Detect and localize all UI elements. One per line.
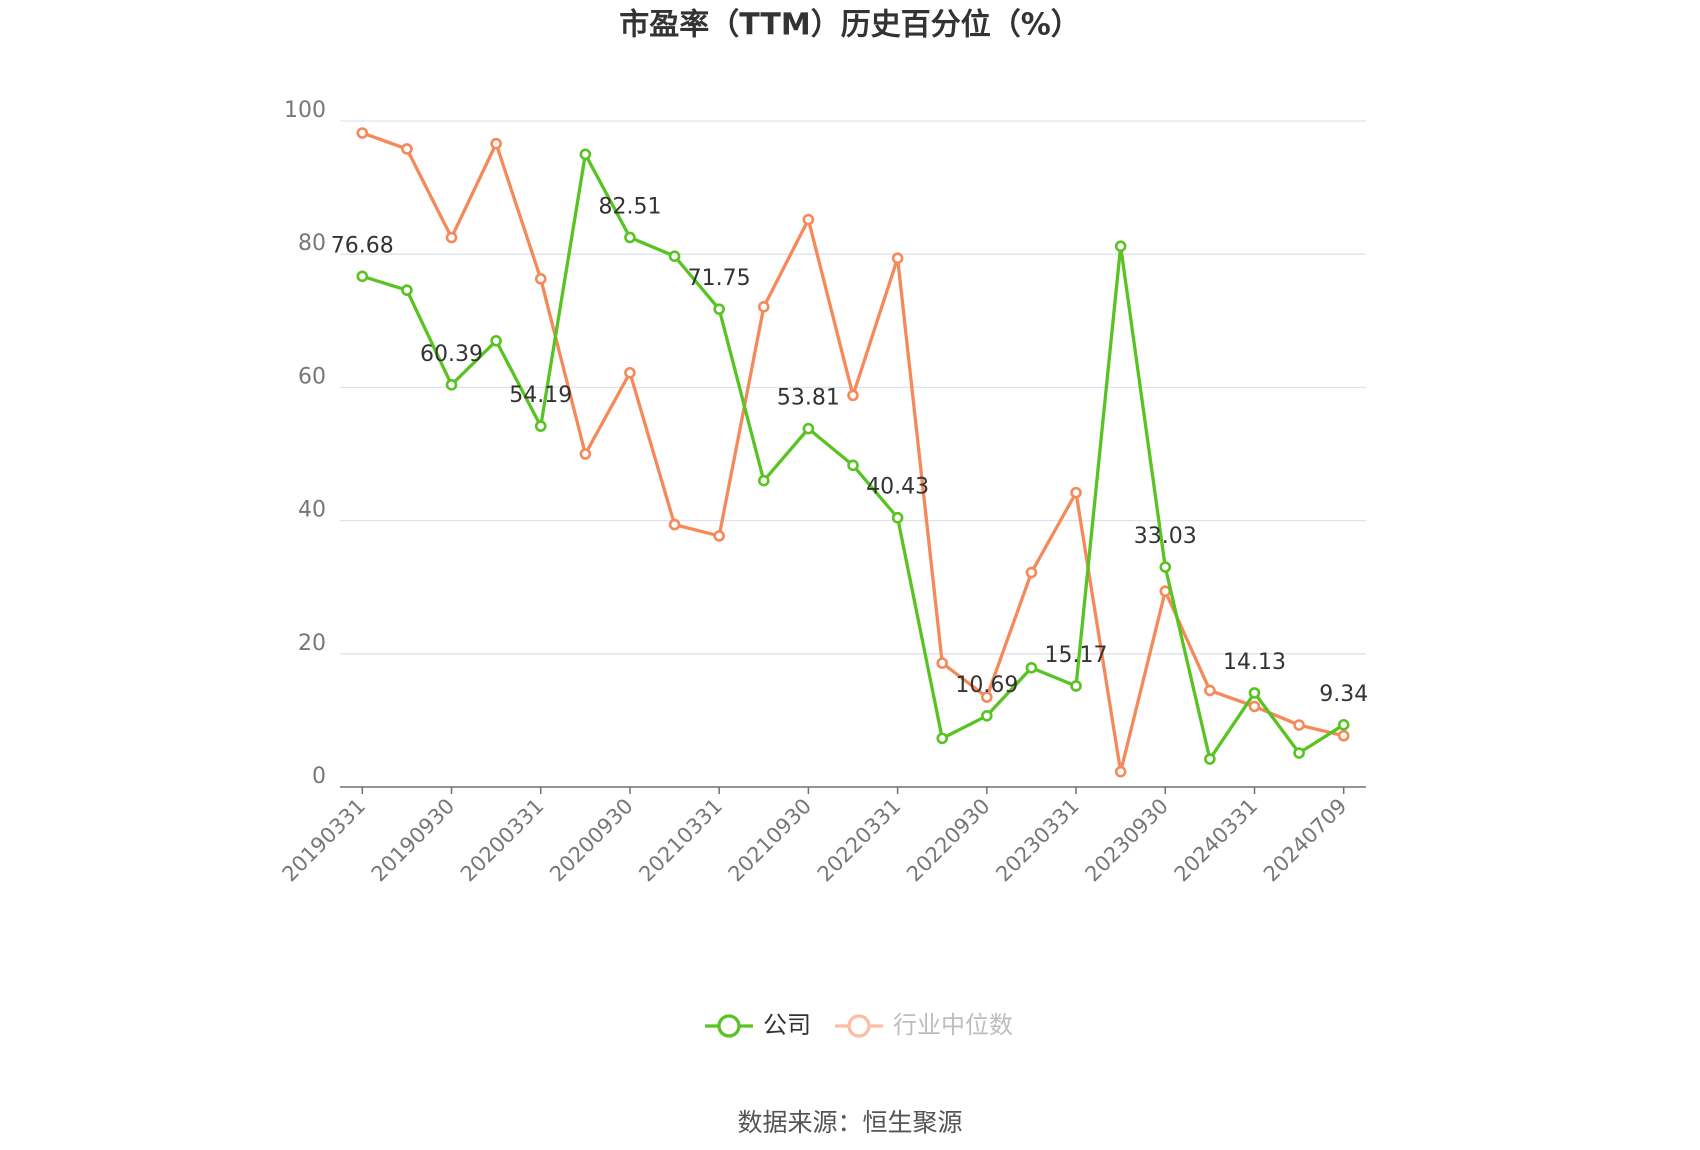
data-label: 82.51 xyxy=(598,194,661,219)
data-point xyxy=(802,422,815,435)
data-point xyxy=(981,710,993,722)
legend-label: 公司 xyxy=(763,1011,811,1039)
x-tick-label: 20220930 xyxy=(902,794,995,887)
legend-item[interactable]: 公司 xyxy=(705,1011,811,1039)
data-point xyxy=(1293,719,1305,731)
data-point xyxy=(1159,561,1172,573)
data-point xyxy=(1159,585,1172,597)
legend: 公司 行业中位数 xyxy=(705,1011,1013,1039)
data-label: 14.13 xyxy=(1223,650,1286,675)
data-point xyxy=(891,511,904,524)
data-point xyxy=(490,334,502,347)
data-label: 40.43 xyxy=(866,475,929,500)
data-point xyxy=(1070,486,1082,499)
chart-title: 市盈率（TTM）历史百分位（%） xyxy=(619,8,1081,43)
data-point xyxy=(1293,747,1305,759)
x-tick-label: 20230930 xyxy=(1080,794,1173,887)
data-point xyxy=(757,301,770,313)
data-label: 71.75 xyxy=(688,266,751,291)
data-point xyxy=(1025,661,1038,674)
data-point xyxy=(624,231,636,244)
legend-marker xyxy=(847,1014,871,1038)
data-point xyxy=(579,148,592,161)
x-tick-label: 20230331 xyxy=(991,794,1084,887)
data-point xyxy=(534,420,547,432)
data-point xyxy=(668,518,681,531)
data-point xyxy=(847,459,859,472)
x-tick-label: 20190331 xyxy=(278,794,371,887)
x-tick-label: 20220331 xyxy=(813,794,906,887)
source-note: 数据来源：恒生聚源 xyxy=(737,1108,962,1137)
data-point xyxy=(713,530,725,542)
y-tick-label: 20 xyxy=(298,631,326,656)
data-point xyxy=(936,657,949,669)
data-point xyxy=(1114,765,1127,778)
data-point xyxy=(579,448,592,460)
data-point xyxy=(1204,684,1216,697)
y-tick-label: 0 xyxy=(312,764,326,789)
data-point xyxy=(1070,680,1082,692)
data-point xyxy=(1204,753,1216,765)
data-point xyxy=(356,270,369,283)
data-label: 76.68 xyxy=(331,233,394,258)
data-point xyxy=(802,213,815,226)
x-tick-label: 20200930 xyxy=(545,794,638,887)
x-tick-label: 20240331 xyxy=(1170,794,1263,887)
data-point xyxy=(1337,729,1350,742)
y-tick-label: 100 xyxy=(284,98,326,123)
y-tick-label: 60 xyxy=(298,364,326,389)
y-tick-label: 80 xyxy=(298,231,326,256)
data-point xyxy=(1025,566,1038,579)
x-tick-label: 20210930 xyxy=(724,794,817,887)
data-point xyxy=(936,732,949,745)
legend-marker xyxy=(717,1014,741,1038)
data-label: 53.81 xyxy=(777,386,840,411)
x-tick-label: 20240709 xyxy=(1259,794,1352,887)
data-point xyxy=(1337,718,1350,731)
legend-item[interactable]: 行业中位数 xyxy=(835,1011,1013,1039)
data-point xyxy=(713,303,725,315)
data-point xyxy=(401,143,413,155)
series-line xyxy=(361,131,1345,774)
data-point xyxy=(1114,240,1127,253)
series-line xyxy=(361,152,1345,761)
x-tick-label: 20190930 xyxy=(367,794,460,887)
data-label: 54.19 xyxy=(509,383,572,408)
data-point xyxy=(490,137,502,150)
data-point xyxy=(445,231,458,244)
data-label: 33.03 xyxy=(1134,524,1197,549)
data-point xyxy=(981,691,993,703)
x-tick-label: 20210331 xyxy=(634,794,727,887)
legend-label: 行业中位数 xyxy=(893,1011,1013,1039)
data-point xyxy=(356,127,369,139)
data-point xyxy=(1248,700,1261,713)
data-point xyxy=(624,366,636,379)
data-label: 15.17 xyxy=(1045,643,1108,668)
data-point xyxy=(847,389,859,402)
data-point xyxy=(668,250,681,262)
data-point xyxy=(445,379,458,391)
data-point xyxy=(1248,687,1261,699)
y-tick-label: 40 xyxy=(298,498,326,523)
data-label: 9.34 xyxy=(1319,682,1368,707)
data-label: 60.39 xyxy=(420,342,483,367)
data-label: 10.69 xyxy=(955,673,1018,698)
data-point xyxy=(534,273,547,285)
x-tick-label: 20200331 xyxy=(456,794,549,887)
data-point xyxy=(891,252,904,264)
data-point xyxy=(757,474,770,487)
data-point xyxy=(401,284,413,296)
